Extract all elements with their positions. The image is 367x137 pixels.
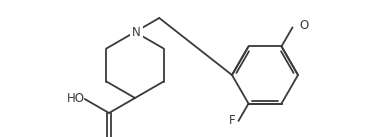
Text: F: F xyxy=(229,114,236,127)
Text: O: O xyxy=(300,19,309,32)
Text: HO: HO xyxy=(67,92,85,105)
Text: N: N xyxy=(132,26,140,39)
